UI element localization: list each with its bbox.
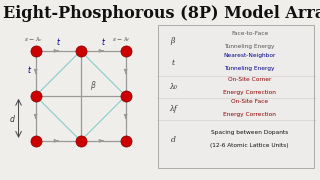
Text: $t$: $t$ [100,36,106,48]
Text: Spacing between Dopants: Spacing between Dopants [211,130,288,135]
FancyBboxPatch shape [158,24,314,168]
Text: $\beta$: $\beta$ [90,79,97,92]
Text: λ₀: λ₀ [169,83,177,91]
Text: $d$: $d$ [9,113,16,124]
Text: On-Site Corner: On-Site Corner [228,77,271,82]
Text: $\epsilon-\lambda_c$: $\epsilon-\lambda_c$ [24,35,43,44]
Text: Energy Correction: Energy Correction [223,90,276,95]
Text: β: β [171,37,175,45]
Text: t: t [171,59,174,67]
Text: Nearest-Neighbor: Nearest-Neighbor [223,53,276,58]
Text: (12-6 Atomic Lattice Units): (12-6 Atomic Lattice Units) [210,143,289,148]
Text: Eight-Phosphorous (8P) Model Array: Eight-Phosphorous (8P) Model Array [3,5,320,22]
Text: On-Site Face: On-Site Face [231,99,268,104]
Text: Tunneling Energy: Tunneling Energy [224,66,275,71]
Text: Energy Correction: Energy Correction [223,112,276,117]
Text: d: d [170,136,175,144]
Text: $t$: $t$ [56,36,61,48]
Text: $t$: $t$ [27,64,32,75]
Text: Tunneling Energy: Tunneling Energy [224,44,275,49]
Text: λf: λf [169,105,177,113]
Text: Face-to-Face: Face-to-Face [231,31,268,36]
Text: $\epsilon-\lambda_f$: $\epsilon-\lambda_f$ [112,35,131,44]
